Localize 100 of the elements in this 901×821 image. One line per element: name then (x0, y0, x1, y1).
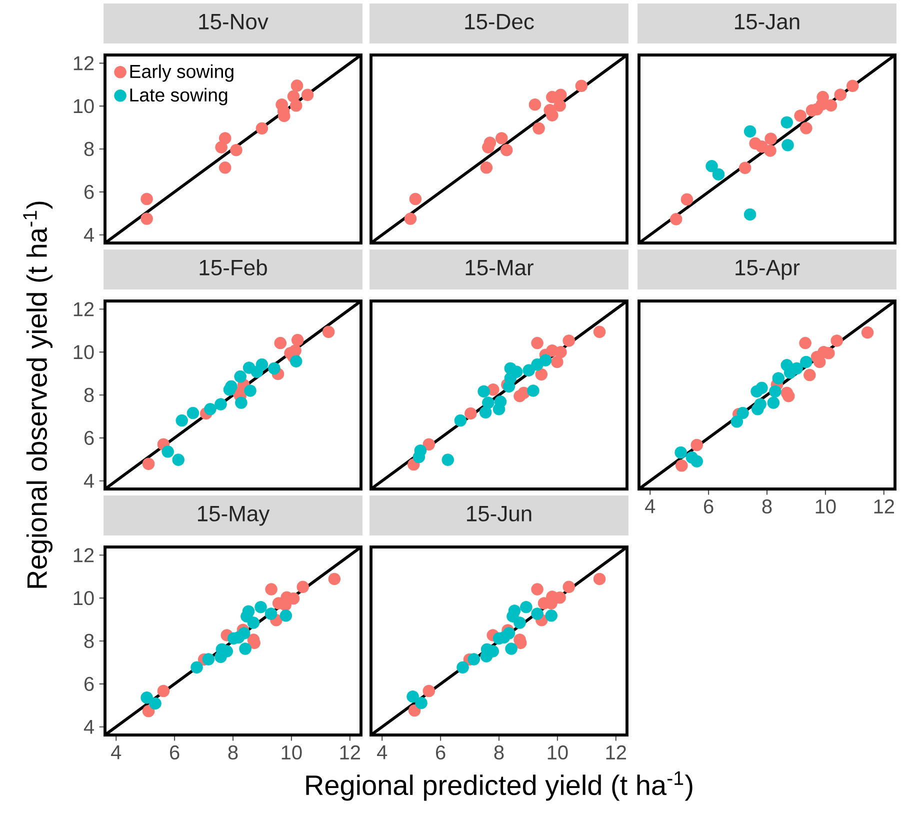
point (744, 208, 756, 221)
point (290, 355, 302, 368)
point (794, 110, 806, 122)
point (676, 459, 688, 472)
chart-title: 15-Dec (465, 14, 534, 30)
point (265, 583, 278, 596)
point (274, 336, 286, 350)
y-tick-label: 12 (74, 302, 94, 316)
point (280, 610, 292, 622)
y-tick-label: 8 (84, 142, 94, 156)
point (244, 384, 256, 397)
point (406, 690, 419, 703)
point (769, 385, 782, 398)
point (690, 455, 703, 468)
point (422, 684, 435, 698)
point (522, 364, 535, 376)
point (712, 168, 725, 180)
point (782, 139, 794, 152)
point (190, 661, 203, 674)
point (535, 368, 548, 381)
point (494, 396, 507, 408)
point (415, 696, 428, 710)
point (218, 162, 232, 174)
y-tick-label: 12 (74, 548, 94, 562)
point (484, 136, 496, 149)
point (234, 370, 246, 383)
point (861, 326, 874, 339)
point (830, 334, 843, 347)
point (140, 212, 153, 225)
point (290, 80, 304, 92)
point (186, 406, 200, 420)
point (546, 109, 558, 122)
point (551, 356, 564, 368)
x-tick-label: 4 (377, 745, 388, 760)
x-tick-label: 12 (874, 499, 894, 514)
point (575, 80, 588, 92)
point (744, 125, 756, 138)
point (218, 132, 232, 144)
y-tick-label: 10 (74, 344, 94, 360)
point (176, 414, 188, 427)
point (554, 88, 567, 102)
chart-title: 15-Jun (467, 506, 532, 522)
x-tick-label: 12 (606, 745, 626, 760)
point (291, 334, 304, 346)
point (215, 141, 228, 154)
x-tick-label: 8 (762, 499, 772, 514)
point (140, 192, 153, 206)
point (562, 334, 575, 347)
point (202, 653, 215, 666)
point (514, 616, 526, 629)
point (142, 705, 155, 718)
chart-title: 15-Apr (736, 260, 800, 280)
point (593, 326, 606, 338)
chart-title: 15-Feb (200, 259, 267, 276)
point (738, 162, 752, 174)
point (834, 88, 846, 101)
y-tick-label: 6 (84, 676, 94, 691)
point (764, 144, 776, 157)
y-tick-label: 4 (84, 228, 94, 242)
x-tick-label: 12 (340, 745, 360, 760)
point (730, 415, 744, 428)
x-tick-label: 4 (111, 745, 122, 760)
point (554, 100, 566, 112)
point (531, 608, 544, 620)
x-axis-title: Regional predicted yield (t ha$^{-1}$) (306, 771, 692, 801)
point (464, 407, 477, 420)
point (204, 403, 216, 416)
point (527, 384, 540, 397)
point (554, 346, 567, 358)
point (468, 653, 480, 666)
point (157, 684, 170, 698)
point (328, 572, 341, 586)
point (531, 336, 544, 350)
point (149, 697, 162, 710)
x-tick-label: 10 (816, 499, 836, 514)
point (478, 385, 490, 398)
point (767, 396, 780, 409)
point (480, 162, 493, 174)
point (804, 368, 816, 382)
point (408, 704, 421, 717)
point (162, 446, 174, 458)
point (680, 193, 694, 206)
point (442, 454, 454, 466)
point (235, 396, 248, 409)
y-tick-label: 8 (84, 388, 94, 402)
point (800, 122, 812, 134)
point (846, 80, 859, 92)
x-tick-label: 10 (548, 745, 568, 760)
point (539, 354, 552, 366)
point (500, 144, 513, 156)
x-tick-label: 10 (282, 745, 302, 760)
point (670, 213, 682, 226)
point (780, 116, 794, 129)
point (422, 438, 435, 450)
x-tick-label: 6 (704, 499, 714, 514)
legend-label: Early sowing (130, 64, 234, 82)
point (172, 454, 184, 466)
x-tick-label: 6 (170, 745, 180, 760)
point (799, 336, 812, 350)
point (508, 604, 521, 617)
